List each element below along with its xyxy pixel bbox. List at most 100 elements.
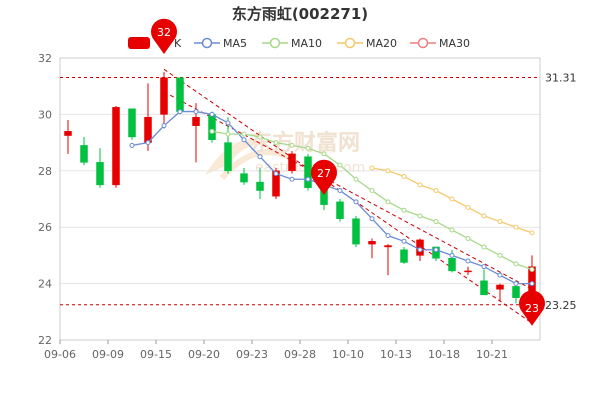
trend-lines [163,68,533,324]
pin-label: 32 [157,26,171,39]
pin-shape [151,18,177,54]
ma20-point [513,224,519,230]
candle-body [368,241,376,245]
candle-body [192,116,200,126]
x-tick-label: 09-20 [188,348,220,361]
candle-body [384,245,392,248]
ma5-point [481,264,487,270]
ma10-point [369,188,375,194]
legend-item-ma5[interactable]: MA5 [194,37,247,50]
candle-body [208,114,216,141]
ma20-point [465,204,471,210]
ma10-point [273,140,279,146]
candle-body [480,280,488,296]
x-tick-label: 09-15 [140,348,172,361]
legend-item-k[interactable]: K [128,37,182,50]
pin-label: 23 [525,302,539,315]
legend-ma20-label: MA20 [366,37,397,50]
candle-body [64,131,72,136]
ma5-point [241,137,247,143]
ma5-point [385,233,391,239]
ma5-point [257,154,263,160]
ma5-point [401,238,407,244]
ma10-point [465,235,471,241]
x-axis: 09-06 09-09 09-15 09-20 09-23 09-28 10-10 10-13… [44,340,508,361]
y-tick-label: 26 [38,221,52,234]
legend-ma20-marker [344,37,356,49]
candle-body [256,181,264,191]
legend-item-ma30[interactable]: MA30 [410,37,470,50]
candle-body [288,153,296,172]
candle-body [448,257,456,272]
ma5-point [305,176,311,182]
ma5-point [209,111,215,117]
candle-body [464,270,472,273]
ma5-point [417,247,423,253]
ma10-point [289,142,295,148]
x-tick-label: 10-13 [380,348,412,361]
ma10-point [337,162,343,168]
price-pin: 32 [151,18,177,54]
ma10-point [385,199,391,205]
candle-body [128,108,136,138]
legend-item-ma10[interactable]: MA10 [262,37,322,50]
ma5-point [369,216,375,222]
ma10-point [321,151,327,157]
y-axis: 22 24 26 28 30 32 [38,52,52,347]
ma10-point [529,267,535,272]
ma10-point [433,219,439,225]
y-tick-label: 22 [38,334,52,347]
ma20-point [417,182,423,188]
reference-line-label: 31.31 [545,71,577,84]
legend-item-ma20[interactable]: MA20 [337,37,397,50]
legend-k-label: K [174,37,182,50]
ma5-point [225,120,231,126]
candle-body [112,107,120,186]
ma5-point [465,258,471,264]
ma10-point [225,131,231,137]
ma5-point [449,252,455,258]
pin-label: 27 [317,167,331,180]
ma10-point [353,176,359,182]
ma5-line [131,110,532,285]
price-pin: 27 [310,159,337,195]
legend-k-swatch [128,37,150,49]
ma20-point [385,168,391,174]
plot-border [59,57,541,341]
reference-line-label: 23.25 [545,299,577,312]
ma10-point [417,213,423,219]
ma5-point [289,176,295,182]
ma5-point [161,123,167,129]
candle-body [496,284,504,290]
pin-shape [519,290,545,326]
ma10-point [481,244,487,250]
x-tick-label: 09-09 [92,348,124,361]
ma5-point [129,142,135,148]
pin-shape [310,159,337,195]
trend-line [163,91,533,290]
ma20-point [449,196,455,202]
candles [64,72,536,305]
ma5-point [513,281,519,287]
ma5-point [433,247,439,253]
candle-body [240,173,248,183]
legend: K MA5 MA10 MA20 MA30 [128,37,470,50]
ma10-point [449,227,455,233]
legend-ma10-marker [269,37,281,49]
candle-body [176,77,184,112]
ma10-point [401,207,407,213]
y-tick-label: 30 [38,108,52,121]
x-tick-label: 10-21 [476,348,508,361]
ma20-point [497,219,503,225]
candle-body [352,218,360,245]
ma5-point [145,140,151,146]
price-pin: 23 [519,290,545,326]
candle-body [336,201,344,219]
candle-body [160,77,168,115]
y-tick-label: 28 [38,165,52,178]
x-tick-label: 10-18 [428,348,460,361]
legend-ma30-label: MA30 [439,37,470,50]
ma20-point [529,230,535,236]
